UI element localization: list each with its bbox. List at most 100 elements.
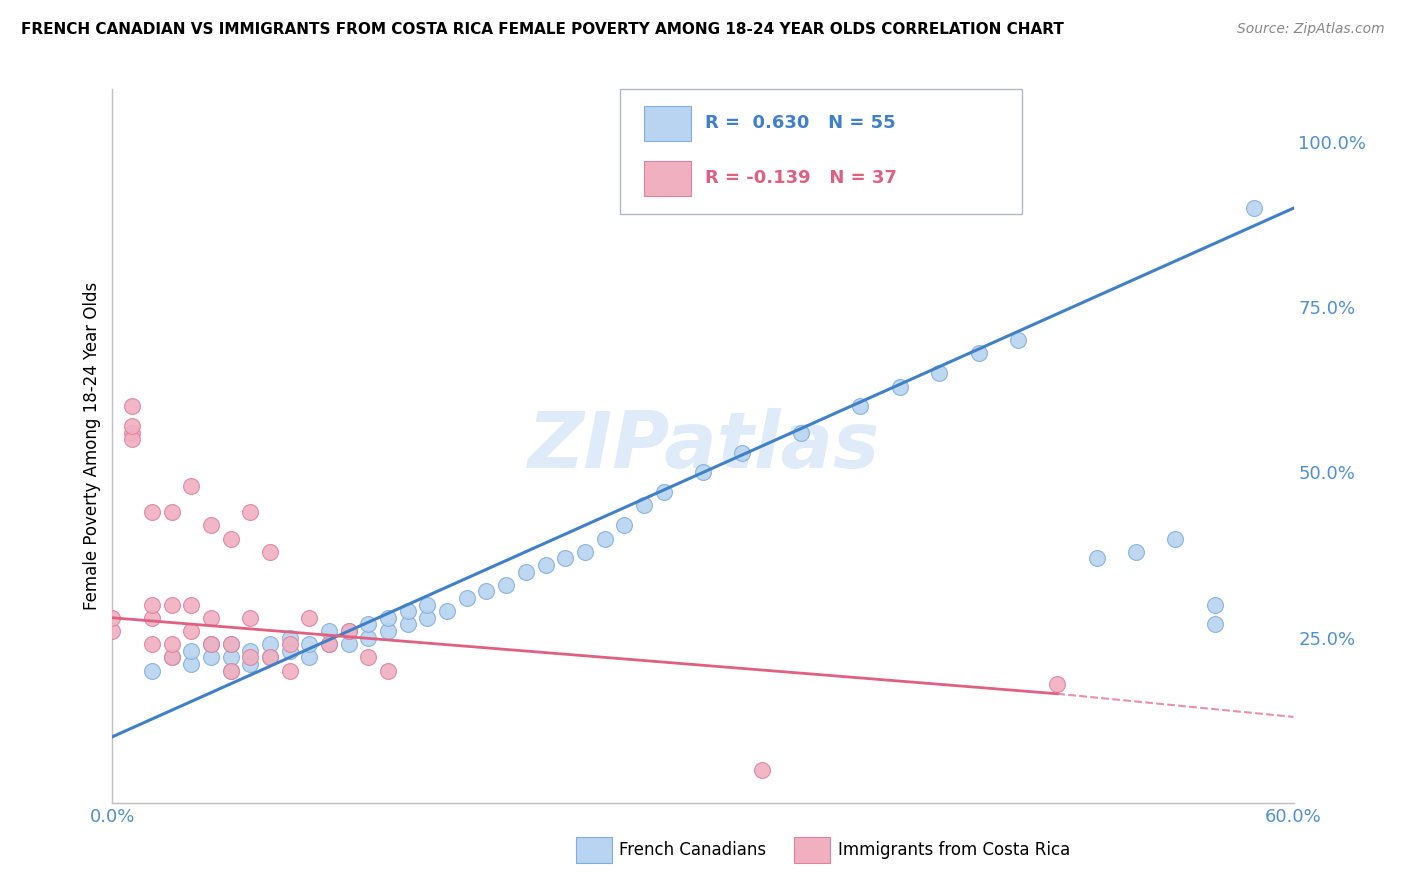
- Point: [160, 650, 183, 665]
- Point: [554, 551, 576, 566]
- Point: [357, 617, 380, 632]
- Point: [200, 637, 222, 651]
- Point: [239, 650, 262, 665]
- Point: [180, 657, 202, 671]
- Point: [278, 631, 301, 645]
- Point: [790, 425, 813, 440]
- Point: [1164, 532, 1187, 546]
- Point: [318, 637, 340, 651]
- Point: [239, 657, 262, 671]
- Point: [967, 346, 990, 360]
- Point: [121, 433, 143, 447]
- Point: [200, 518, 222, 533]
- Point: [259, 637, 281, 651]
- Point: [515, 565, 537, 579]
- Point: [121, 419, 143, 434]
- Y-axis label: Female Poverty Among 18-24 Year Olds: Female Poverty Among 18-24 Year Olds: [83, 282, 101, 610]
- Point: [160, 505, 183, 519]
- Point: [495, 578, 517, 592]
- Text: R =  0.630   N = 55: R = 0.630 N = 55: [706, 114, 896, 132]
- Point: [475, 584, 498, 599]
- Point: [1204, 598, 1226, 612]
- Point: [160, 637, 183, 651]
- Point: [377, 664, 399, 678]
- Point: [416, 611, 439, 625]
- Point: [1125, 545, 1147, 559]
- Point: [692, 466, 714, 480]
- Point: [337, 637, 360, 651]
- Point: [613, 518, 636, 533]
- Point: [751, 763, 773, 777]
- Point: [239, 505, 262, 519]
- Text: R = -0.139   N = 37: R = -0.139 N = 37: [706, 169, 897, 187]
- Point: [141, 505, 163, 519]
- Text: ZIPatlas: ZIPatlas: [527, 408, 879, 484]
- Point: [278, 664, 301, 678]
- Point: [200, 637, 222, 651]
- Point: [160, 598, 183, 612]
- Point: [377, 624, 399, 638]
- Point: [180, 644, 202, 658]
- Point: [318, 637, 340, 651]
- Point: [436, 604, 458, 618]
- Point: [396, 617, 419, 632]
- Point: [121, 400, 143, 414]
- Point: [1204, 617, 1226, 632]
- Point: [219, 650, 242, 665]
- Point: [219, 637, 242, 651]
- Point: [298, 650, 321, 665]
- Point: [200, 611, 222, 625]
- Point: [298, 637, 321, 651]
- Point: [180, 624, 202, 638]
- Point: [121, 425, 143, 440]
- Point: [239, 611, 262, 625]
- Point: [652, 485, 675, 500]
- Point: [219, 664, 242, 678]
- Point: [928, 367, 950, 381]
- Point: [1007, 333, 1029, 347]
- Point: [278, 637, 301, 651]
- Point: [219, 637, 242, 651]
- Point: [416, 598, 439, 612]
- Point: [180, 598, 202, 612]
- Point: [889, 379, 911, 393]
- Point: [219, 532, 242, 546]
- Point: [396, 604, 419, 618]
- FancyBboxPatch shape: [620, 89, 1022, 214]
- Point: [180, 478, 202, 492]
- Point: [377, 611, 399, 625]
- Text: Source: ZipAtlas.com: Source: ZipAtlas.com: [1237, 22, 1385, 37]
- Point: [1243, 201, 1265, 215]
- Point: [633, 499, 655, 513]
- Point: [534, 558, 557, 572]
- Point: [357, 650, 380, 665]
- Point: [160, 650, 183, 665]
- Point: [574, 545, 596, 559]
- Text: Immigrants from Costa Rica: Immigrants from Costa Rica: [838, 841, 1070, 859]
- Point: [101, 611, 124, 625]
- FancyBboxPatch shape: [644, 105, 692, 141]
- Point: [259, 650, 281, 665]
- Point: [101, 624, 124, 638]
- Point: [141, 664, 163, 678]
- Point: [219, 664, 242, 678]
- Point: [1085, 551, 1108, 566]
- Text: French Canadians: French Canadians: [619, 841, 766, 859]
- Point: [1046, 677, 1069, 691]
- Point: [141, 598, 163, 612]
- Point: [337, 624, 360, 638]
- Point: [259, 545, 281, 559]
- Point: [200, 650, 222, 665]
- Point: [593, 532, 616, 546]
- Point: [141, 637, 163, 651]
- Point: [849, 400, 872, 414]
- Text: FRENCH CANADIAN VS IMMIGRANTS FROM COSTA RICA FEMALE POVERTY AMONG 18-24 YEAR OL: FRENCH CANADIAN VS IMMIGRANTS FROM COSTA…: [21, 22, 1064, 37]
- Point: [239, 644, 262, 658]
- Point: [357, 631, 380, 645]
- Point: [456, 591, 478, 605]
- Point: [731, 445, 754, 459]
- Point: [278, 644, 301, 658]
- Point: [259, 650, 281, 665]
- Point: [337, 624, 360, 638]
- FancyBboxPatch shape: [644, 161, 692, 196]
